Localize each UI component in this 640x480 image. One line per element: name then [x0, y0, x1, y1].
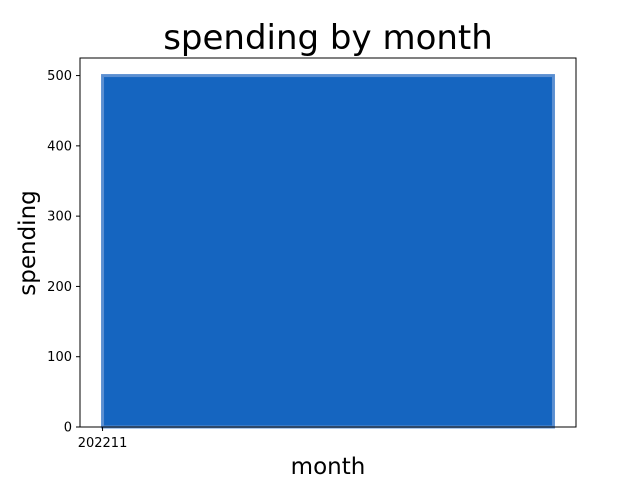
chart-title: spending by month [163, 18, 493, 58]
y-tick-label: 400 [47, 139, 72, 154]
y-tick-label: 500 [47, 69, 72, 84]
y-tick-label: 200 [47, 280, 72, 295]
y-axis: 0 100 200 300 400 500 [47, 69, 80, 436]
bar-202211 [101, 74, 555, 429]
y-tick-label: 0 [64, 421, 72, 436]
x-tick-label: 202211 [78, 436, 128, 451]
plot-area [101, 74, 555, 429]
y-axis-label: spending [15, 190, 41, 295]
axes-frame [79, 57, 577, 428]
x-axis-label: month [291, 454, 366, 480]
y-tick-label: 300 [47, 210, 72, 225]
y-tick-label: 100 [47, 350, 72, 365]
x-axis: 202211 [78, 427, 128, 451]
